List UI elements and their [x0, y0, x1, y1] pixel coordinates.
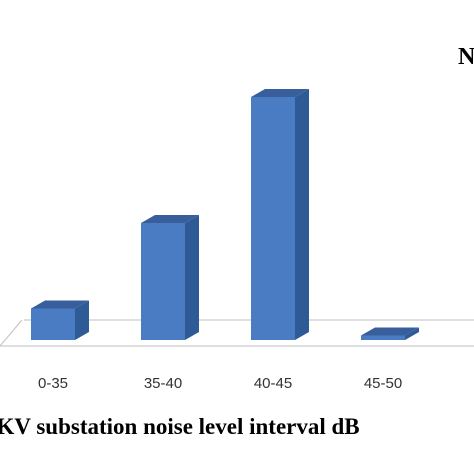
bar-top	[361, 327, 419, 336]
x-axis-title: 0KV substation noise level interval dB	[0, 414, 360, 439]
x-tick-label: 45-50	[364, 375, 402, 392]
legend-label: N	[458, 44, 474, 70]
bar-top	[31, 300, 89, 309]
bar-top	[141, 215, 199, 223]
floor-left-edge	[0, 319, 23, 347]
chart-bars	[31, 89, 419, 340]
bar	[141, 223, 185, 340]
x-tick-label: 0-35	[38, 375, 68, 392]
bar-side	[185, 215, 199, 340]
chart-floor	[0, 319, 474, 347]
bar-top	[251, 89, 309, 97]
x-tick-label: 40-45	[254, 375, 292, 392]
bar-side	[75, 300, 89, 340]
bar-side	[295, 89, 309, 340]
bar	[31, 308, 75, 340]
bar-side	[405, 327, 419, 340]
bar	[251, 97, 295, 340]
bar	[361, 335, 405, 340]
x-tick-label: 35-40	[144, 375, 182, 392]
